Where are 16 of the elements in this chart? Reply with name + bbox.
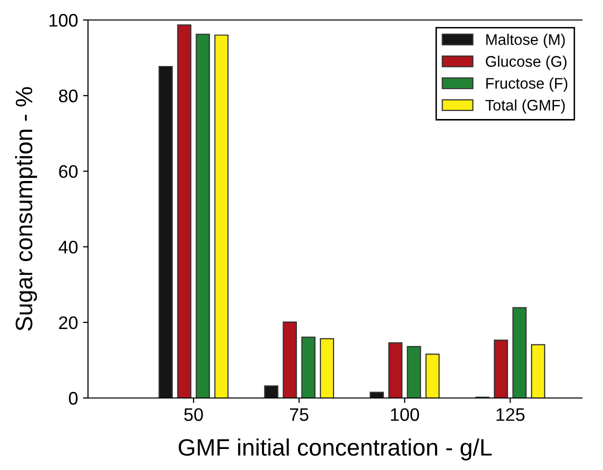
x-tick-label: 125	[496, 408, 525, 421]
y-tick-label: 80	[58, 90, 78, 102]
x-tick-label: 100	[390, 408, 420, 421]
y-tick-label: 60	[59, 165, 78, 178]
legend-label: Maltose (M)	[486, 34, 565, 48]
y-axis-title: Sugar consumption - %	[15, 87, 38, 331]
x-tick-label: 50	[184, 408, 203, 421]
y-tick-label: 0	[68, 392, 78, 405]
y-tick-label: 20	[59, 316, 78, 330]
y-tick-label: 40	[58, 240, 78, 254]
legend-label: Total (GMF)	[485, 99, 565, 114]
x-tick-label: 75	[290, 408, 308, 421]
legend-label: Fructose (F)	[486, 78, 568, 92]
x-axis-title: GMF initial concentration - g/L	[178, 438, 492, 460]
legend-label: Glucose (G)	[486, 56, 566, 70]
y-tick-label: 100	[50, 14, 78, 27]
